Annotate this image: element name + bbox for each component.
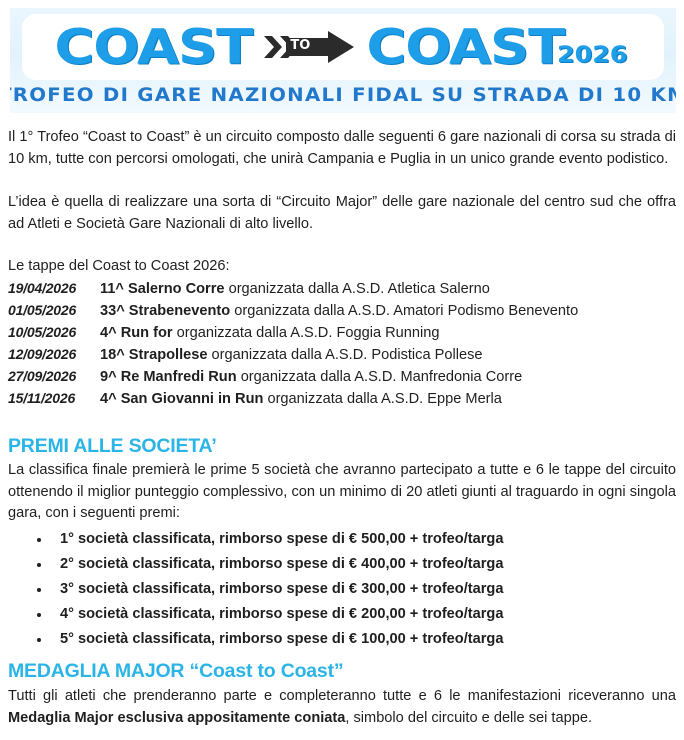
premi-list: 1° società classificata, rimborso spese … — [8, 527, 676, 652]
logo-word-coast-left: COAST — [54, 18, 253, 76]
stage-description: 4^ San Giovanni in Run organizzata dalla… — [100, 388, 676, 410]
event-logo-banner: COAST TO COAST 2026 TROFEO DI GARE NAZIO… — [10, 8, 676, 113]
arrow-right-icon: TO — [264, 30, 356, 64]
stage-organizer: organizzata dalla A.S.D. Podistica Polle… — [207, 347, 483, 363]
banner-subtitle: TROFEO DI GARE NAZIONALI FIDAL SU STRADA… — [10, 84, 676, 106]
stage-name: 33^ Strabenevento — [100, 303, 231, 319]
stage-organizer: organizzata dalla A.S.D. Eppe Merla — [263, 391, 502, 407]
stages-list: 19/04/2026 11^ Salerno Corre organizzata… — [8, 277, 676, 409]
stage-row: 10/05/2026 4^ Run for organizzata dalla … — [8, 321, 676, 343]
stage-row: 19/04/2026 11^ Salerno Corre organizzata… — [8, 277, 676, 299]
medaglia-text-after: , simbolo del circuito e delle sei tappe… — [345, 709, 592, 726]
stage-name: 4^ San Giovanni in Run — [100, 391, 264, 407]
medaglia-text-before: Tutti gli atleti che prenderanno parte e… — [8, 688, 676, 704]
stage-row: 27/09/2026 9^ Re Manfredi Run organizzat… — [8, 365, 676, 387]
stage-row: 15/11/2026 4^ San Giovanni in Run organi… — [8, 387, 676, 409]
list-item: 1° società classificata, rimborso spese … — [8, 527, 676, 552]
stage-description: 33^ Strabenevento organizzata dalla A.S.… — [100, 300, 676, 322]
list-item: 5° società classificata, rimborso spese … — [8, 627, 676, 652]
medaglia-text-bold: Medaglia Major esclusiva appositamente c… — [8, 709, 346, 726]
logo-plate: COAST TO COAST 2026 — [22, 14, 664, 80]
stage-organizer: organizzata dalla A.S.D. Manfredonia Cor… — [236, 369, 523, 385]
arrow-label-to: TO — [290, 38, 311, 53]
stage-description: 18^ Strapollese organizzata dalla A.S.D.… — [100, 344, 676, 366]
stage-date: 10/05/2026 — [8, 324, 77, 340]
logo-year: 2026 — [556, 43, 628, 68]
stage-row: 01/05/2026 33^ Strabenevento organizzata… — [8, 299, 676, 321]
list-item: 4° società classificata, rimborso spese … — [8, 602, 676, 627]
stage-date: 19/04/2026 — [8, 280, 77, 296]
stage-date: 27/09/2026 — [8, 368, 77, 384]
stage-date: 01/05/2026 — [8, 302, 77, 318]
stage-name: 18^ Strapollese — [100, 347, 208, 363]
list-item: 2° società classificata, rimborso spese … — [8, 552, 676, 577]
stage-organizer: organizzata dalla A.S.D. Foggia Running — [172, 325, 440, 341]
stage-description: 11^ Salerno Corre organizzata dalla A.S.… — [100, 278, 676, 300]
section-heading-medaglia: MEDAGLIA MAJOR “Coast to Coast” — [8, 660, 344, 682]
section-heading-premi: PREMI ALLE SOCIETA’ — [8, 435, 217, 457]
stage-date: 15/11/2026 — [8, 390, 76, 406]
logo-wordmark-row: COAST TO COAST 2026 — [22, 14, 664, 80]
stage-organizer: organizzata dalla A.S.D. Atletica Salern… — [224, 281, 490, 297]
medaglia-paragraph: Tutti gli atleti che prenderanno parte e… — [8, 686, 676, 729]
stage-description: 4^ Run for organizzata dalla A.S.D. Fogg… — [100, 322, 676, 344]
stage-name: 11^ Salerno Corre — [100, 281, 225, 297]
stage-date: 12/09/2026 — [8, 346, 77, 362]
stage-name: 9^ Re Manfredi Run — [100, 369, 237, 385]
stage-name: 4^ Run for — [100, 325, 173, 341]
stage-description: 9^ Re Manfredi Run organizzata dalla A.S… — [100, 366, 676, 388]
intro-paragraph-1: Il 1° Trofeo “Coast to Coast” è un circu… — [8, 129, 676, 167]
premi-paragraph: La classifica finale premierà le prime 5… — [8, 462, 676, 521]
stages-label: Le tappe del Coast to Coast 2026: — [8, 258, 230, 274]
logo-word-coast-right: COAST — [366, 18, 566, 76]
list-item: 3° società classificata, rimborso spese … — [8, 577, 676, 602]
stage-row: 12/09/2026 18^ Strapollese organizzata d… — [8, 343, 676, 365]
intro-paragraph-2: L’idea è quella di realizzare una sorta … — [8, 194, 676, 232]
stage-organizer: organizzata dalla A.S.D. Amatori Podismo… — [230, 303, 579, 319]
